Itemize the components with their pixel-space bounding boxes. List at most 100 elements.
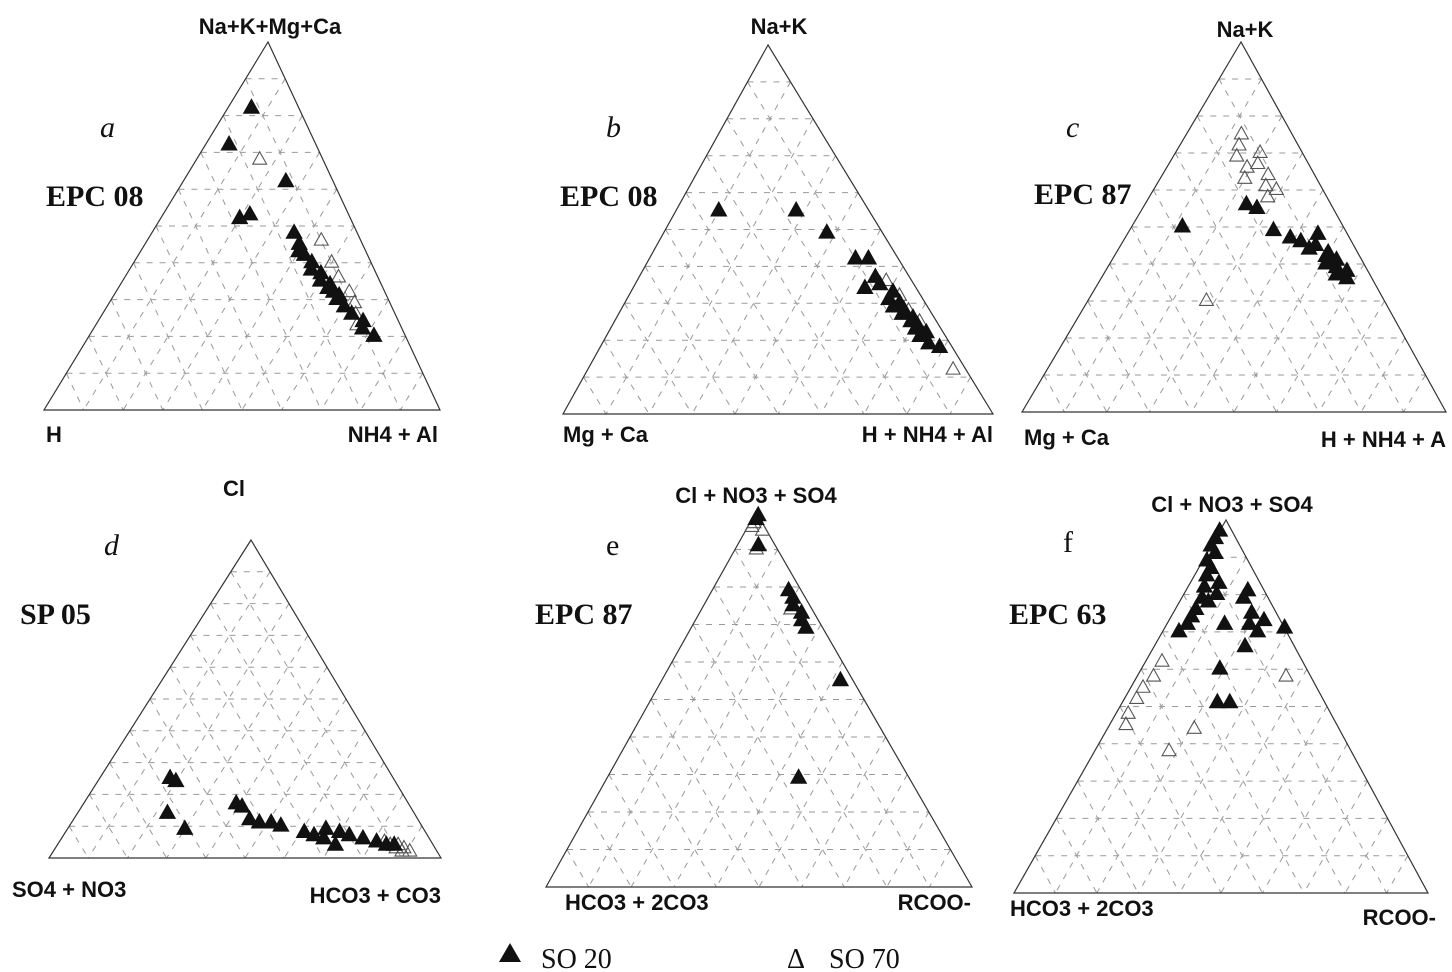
so20-point [846, 248, 865, 265]
so20-point [365, 326, 383, 342]
grid-line [692, 624, 845, 888]
grid-line [605, 81, 791, 415]
so70-point [1120, 704, 1137, 719]
so20-point [1327, 265, 1345, 281]
grid-line [87, 571, 271, 859]
so20-point [789, 768, 808, 784]
panel-letter: d [104, 529, 120, 562]
grid-line [1034, 855, 1056, 894]
site-label: EPC 87 [1034, 178, 1132, 211]
grid-line [399, 372, 424, 411]
grid-line [644, 266, 736, 415]
grid-line [801, 736, 887, 888]
so70-point [1128, 689, 1145, 704]
ternary-grid [65, 78, 424, 411]
grid-line [1318, 300, 1385, 413]
so20-point [856, 278, 874, 294]
grid-line [758, 699, 865, 888]
so20-point [1197, 565, 1216, 582]
so70-point [754, 521, 771, 536]
so20-point [330, 822, 349, 839]
grid-line [1055, 818, 1098, 894]
grid-line [222, 115, 362, 411]
vertex-label-left: SO4 + NO3 [12, 877, 126, 902]
grid-line [1137, 631, 1288, 894]
so70-point [1236, 169, 1253, 184]
so20-point [335, 296, 354, 313]
legend-so20-label: SO 20 [541, 944, 612, 972]
so20-point [749, 535, 768, 552]
so20-point [1221, 692, 1239, 709]
so70-point [1252, 143, 1268, 158]
so20-point [326, 835, 345, 851]
so20-point [158, 803, 177, 819]
vertex-label-right: NH4 + Al [348, 422, 438, 447]
so20-point [1240, 614, 1259, 630]
grid-line [608, 774, 675, 888]
grid-line [281, 262, 372, 411]
so70-point [401, 842, 418, 857]
so70-point [1278, 667, 1294, 682]
grid-line [1344, 818, 1389, 894]
site-label: SP 05 [20, 598, 91, 631]
so20-point [710, 201, 728, 217]
vertex-label-right: RCOO- [898, 890, 971, 915]
grid-line [843, 774, 908, 888]
vertex-label-top: Na+K+Mg+Ca [199, 14, 342, 39]
so20-point [1215, 614, 1234, 630]
site-label: EPC 08 [46, 180, 144, 213]
grid-line [734, 549, 930, 888]
grid-line [1131, 226, 1235, 413]
series-so20 [1170, 521, 1294, 709]
so20-point [911, 326, 929, 342]
so20-point [230, 208, 249, 225]
grid-line [1174, 152, 1320, 413]
panel-letter: c [1066, 111, 1079, 144]
grid-line [886, 811, 930, 888]
grid-line [126, 603, 290, 859]
panel-letter: b [606, 111, 621, 144]
so20-point [1237, 194, 1256, 211]
so70-point [251, 150, 268, 165]
ternary-grid [583, 81, 971, 415]
so20-point [250, 812, 269, 829]
series-so20 [1173, 194, 1356, 285]
grid-line [630, 586, 800, 888]
so20-point [784, 595, 802, 612]
grid-line [1098, 743, 1181, 894]
so20-point [295, 822, 313, 839]
so20-point [1242, 603, 1261, 619]
grid-line [241, 225, 355, 411]
so20-point [240, 809, 259, 826]
series-so70 [1118, 652, 1294, 757]
ternary-outline [1012, 518, 1430, 894]
so70-point [1239, 158, 1255, 173]
vertex-label-left: HCO3 + 2CO3 [1010, 896, 1154, 921]
so70-point [323, 253, 340, 268]
so20-point [1178, 614, 1197, 630]
series-so70 [1198, 125, 1285, 306]
so20-point [1208, 584, 1226, 601]
grid-line [162, 152, 321, 411]
so70-point [1260, 166, 1277, 181]
ternary-panel-e: Cl + NO3 + SO4 HCO3 + 2CO3 RCOO-e EPC 87 [535, 483, 974, 915]
ternary-panel-c: Na+K Mg + Ca H + NH4 + A c EPC 87 [1020, 17, 1448, 452]
vertex-label-right: H + NH4 + Al [862, 422, 993, 447]
grid-line [583, 376, 607, 415]
grid-line [110, 299, 164, 411]
vertex-label-top: Cl + NO3 + SO4 [1151, 492, 1313, 517]
grid-line [1303, 780, 1368, 894]
ternary-grid [1043, 78, 1426, 413]
so70-point [1145, 667, 1162, 682]
so20-point [328, 289, 346, 306]
so70-point [1186, 719, 1203, 734]
grid-line [1063, 78, 1262, 413]
ternary-panel-f: Cl + NO3 + SO4 HCO3 + 2CO3 RCOO-f EPC 63 [1009, 492, 1436, 930]
grid-line [1204, 557, 1388, 894]
so70-point [1161, 742, 1177, 757]
grid-line [566, 849, 590, 888]
so70-point [1233, 125, 1250, 140]
grid-line [603, 339, 650, 415]
so70-point [313, 231, 330, 246]
so20-point [1248, 198, 1266, 214]
